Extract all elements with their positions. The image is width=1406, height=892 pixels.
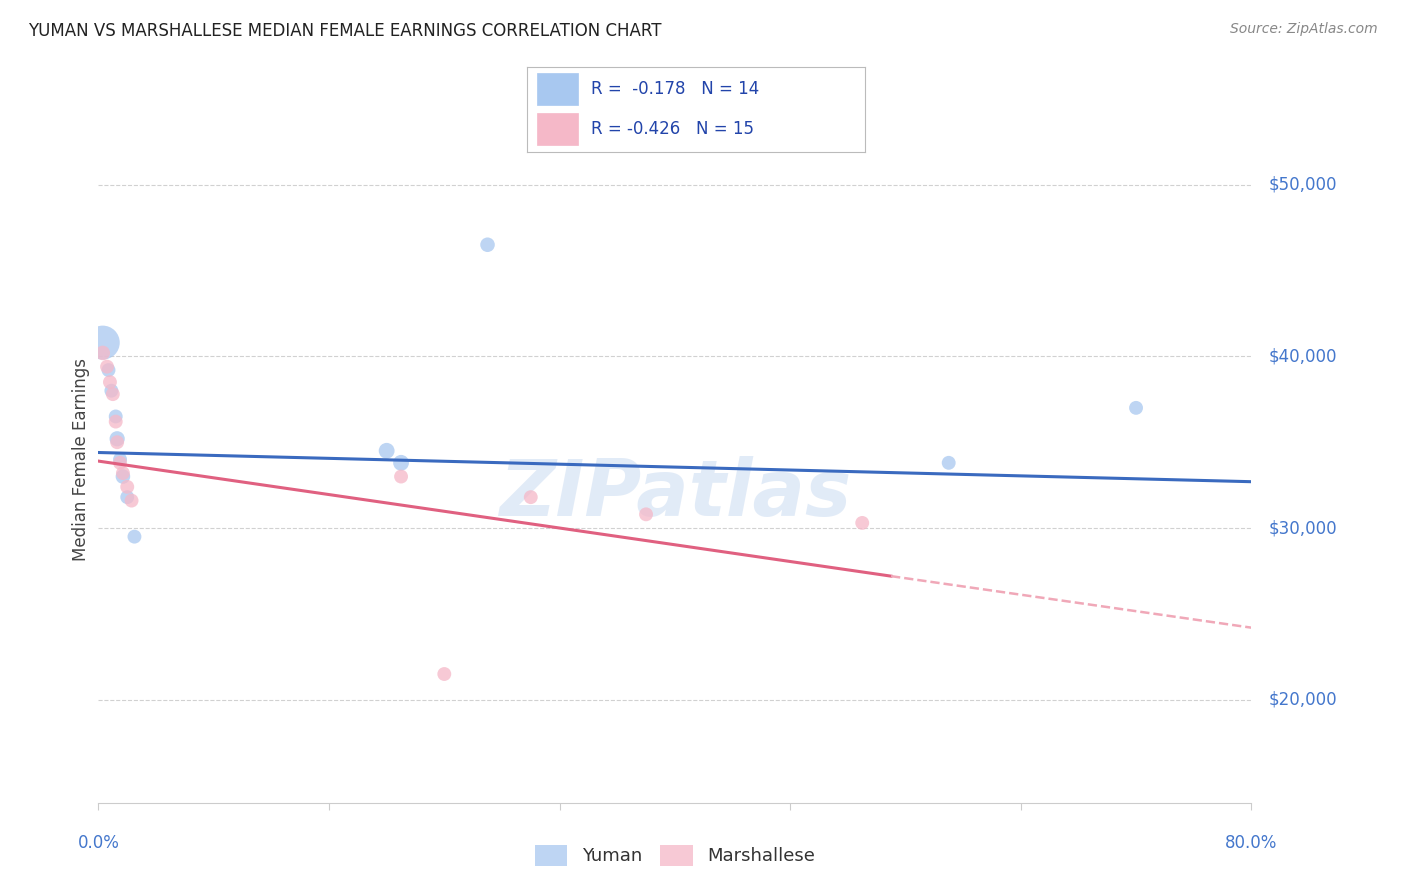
Point xyxy=(520,490,543,504)
Legend: Yuman, Marshallese: Yuman, Marshallese xyxy=(527,838,823,872)
Point xyxy=(108,456,131,470)
Text: $30,000: $30,000 xyxy=(1268,519,1337,537)
Text: $20,000: $20,000 xyxy=(1268,690,1337,709)
Text: $40,000: $40,000 xyxy=(1268,347,1337,366)
Point xyxy=(105,432,128,446)
Point xyxy=(124,530,146,544)
Point xyxy=(105,435,128,450)
Point xyxy=(91,346,114,360)
Point xyxy=(111,469,134,483)
Point xyxy=(104,415,127,429)
Point xyxy=(375,443,398,458)
Point xyxy=(97,363,120,377)
Text: Source: ZipAtlas.com: Source: ZipAtlas.com xyxy=(1230,22,1378,37)
Text: $50,000: $50,000 xyxy=(1268,176,1337,194)
Text: YUMAN VS MARSHALLESE MEDIAN FEMALE EARNINGS CORRELATION CHART: YUMAN VS MARSHALLESE MEDIAN FEMALE EARNI… xyxy=(28,22,662,40)
Point xyxy=(477,237,499,252)
Text: R = -0.426   N = 15: R = -0.426 N = 15 xyxy=(592,120,755,137)
Point xyxy=(1125,401,1147,415)
Point xyxy=(938,456,960,470)
Point xyxy=(389,456,412,470)
Point xyxy=(98,375,121,389)
Point xyxy=(111,466,134,480)
Bar xyxy=(537,112,578,145)
Point xyxy=(389,469,412,483)
Bar xyxy=(537,73,578,105)
Point xyxy=(100,384,122,398)
Y-axis label: Median Female Earnings: Median Female Earnings xyxy=(72,358,90,561)
Point xyxy=(108,452,131,467)
Point xyxy=(636,508,658,522)
Point xyxy=(91,335,114,350)
Text: 80.0%: 80.0% xyxy=(1225,834,1278,852)
Point xyxy=(117,490,138,504)
Point xyxy=(101,387,124,401)
Text: ZIPatlas: ZIPatlas xyxy=(499,456,851,532)
Point xyxy=(104,409,127,424)
Point xyxy=(121,493,143,508)
Point xyxy=(433,667,456,681)
Text: 0.0%: 0.0% xyxy=(77,834,120,852)
Point xyxy=(96,359,118,374)
Point xyxy=(851,516,873,530)
Text: R =  -0.178   N = 14: R = -0.178 N = 14 xyxy=(592,80,759,98)
Point xyxy=(117,480,138,494)
